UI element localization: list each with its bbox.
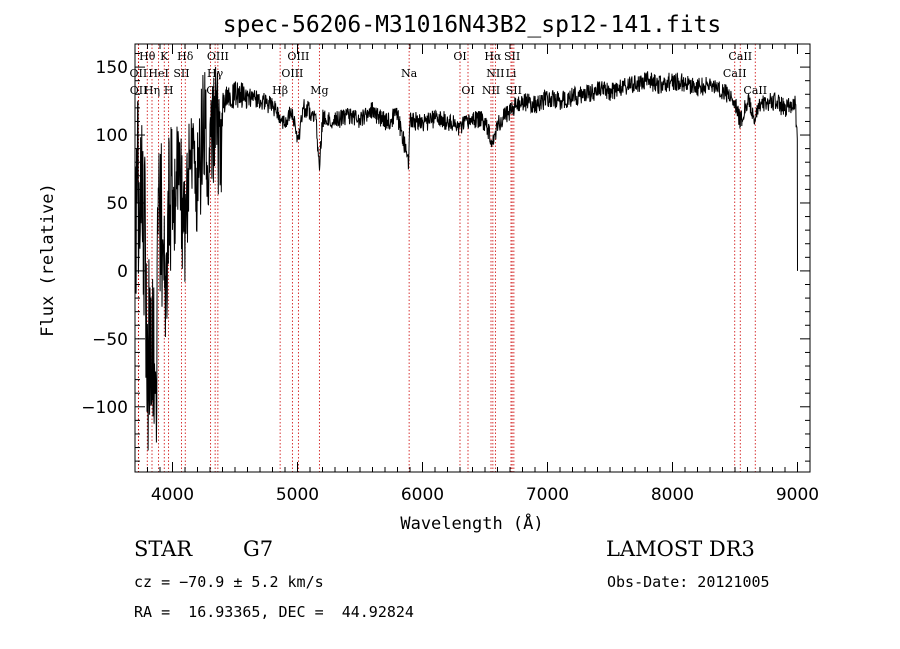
observation-date: Obs-Date: 20121005 [607, 573, 770, 591]
y-tick-label: 100 [96, 126, 128, 146]
y-axis-ticks: −100 −50 0 50 100 150 [81, 53, 810, 462]
spectral-line-label: OIII [207, 50, 229, 63]
y-tick-label: 50 [106, 194, 128, 214]
x-tick-label: 9000 [776, 485, 819, 505]
x-tick-label: 8000 [651, 485, 694, 505]
spectral-line-label: K [160, 50, 169, 63]
spectral-line-label: CaII [723, 67, 747, 80]
x-tick-label: 6000 [401, 485, 444, 505]
spectral-line-label: OII [130, 67, 148, 80]
spectral-line-label: OI [461, 84, 474, 97]
survey-name: LAMOST DR3 [606, 537, 755, 561]
spectral-line-label: HeI [148, 67, 168, 80]
spectral-line-label: NII [486, 67, 504, 80]
spectral-line-markers [137, 44, 756, 472]
spectral-line-label: H [164, 84, 174, 97]
spectral-line-label: Na [401, 67, 418, 80]
spectral-line-label: OI [453, 50, 466, 63]
x-axis-label: Wavelength (Å) [400, 512, 543, 534]
spectral-line-label: OIII [281, 67, 303, 80]
spectral-line-label: Mg [310, 84, 328, 97]
sky-coordinates: RA = 16.93365, DEC = 44.92824 [134, 603, 414, 621]
spectral-line-label: SII [173, 67, 189, 80]
x-tick-label: 7000 [526, 485, 569, 505]
spectral-line-label: OII [130, 84, 148, 97]
object-subclass: G7 [243, 537, 274, 561]
y-axis-label: Flux (relative) [38, 183, 58, 337]
spectral-line-label: CaII [743, 84, 767, 97]
chart-title: spec-56206-M31016N43B2_sp12-141.fits [223, 12, 722, 38]
x-tick-label: 5000 [276, 485, 319, 505]
spectral-line-label: Li [506, 67, 517, 80]
x-tick-label: 4000 [151, 485, 194, 505]
spectral-line-label: Hα [484, 50, 502, 63]
redshift-velocity: cz = −70.9 ± 5.2 km/s [134, 573, 324, 591]
plot-frame [134, 43, 811, 473]
spectral-line-label: Hη [144, 84, 160, 97]
spectral-line-label: OIII [287, 50, 309, 63]
spectral-line-label: NII [482, 84, 500, 97]
spectral-line-label: Hδ [177, 50, 194, 63]
y-tick-label: 0 [117, 262, 128, 282]
spectral-line-label: SII [506, 84, 522, 97]
y-tick-label: −100 [81, 398, 128, 418]
spectral-line-label: Hβ [272, 84, 288, 97]
object-class: STAR [134, 537, 193, 561]
y-tick-label: 150 [96, 58, 128, 78]
spectral-line-label: Hθ [139, 50, 156, 63]
spectral-line-label: G [206, 84, 215, 97]
spectrum-series-line [134, 66, 798, 451]
y-tick-label: −50 [92, 330, 128, 350]
spectral-line-label: CaII [728, 50, 752, 63]
x-axis-ticks: 4000 5000 6000 7000 8000 9000 [134, 44, 819, 505]
spectral-line-label: SII [504, 50, 520, 63]
